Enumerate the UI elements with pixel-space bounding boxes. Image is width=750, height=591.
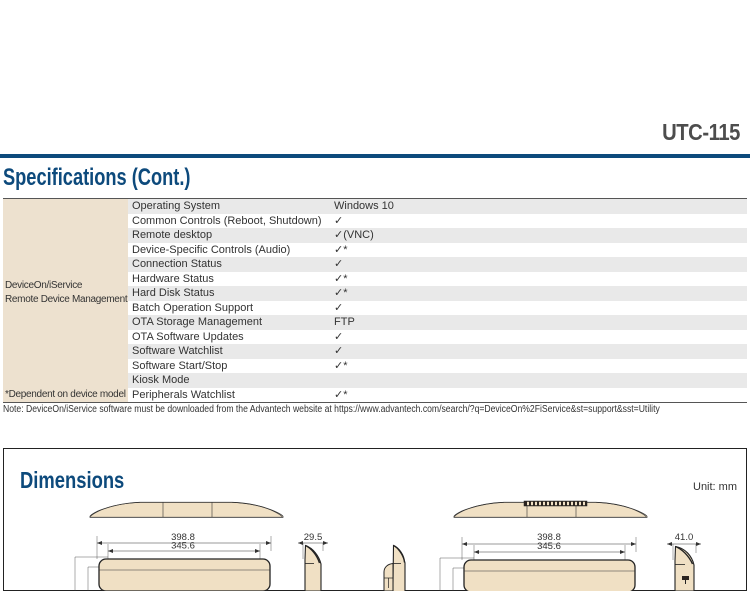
svg-text:345.6: 345.6 xyxy=(537,541,561,552)
svg-text:345.6: 345.6 xyxy=(171,541,195,552)
svg-text:41.0: 41.0 xyxy=(675,532,694,543)
svg-text:29.5: 29.5 xyxy=(304,532,323,543)
